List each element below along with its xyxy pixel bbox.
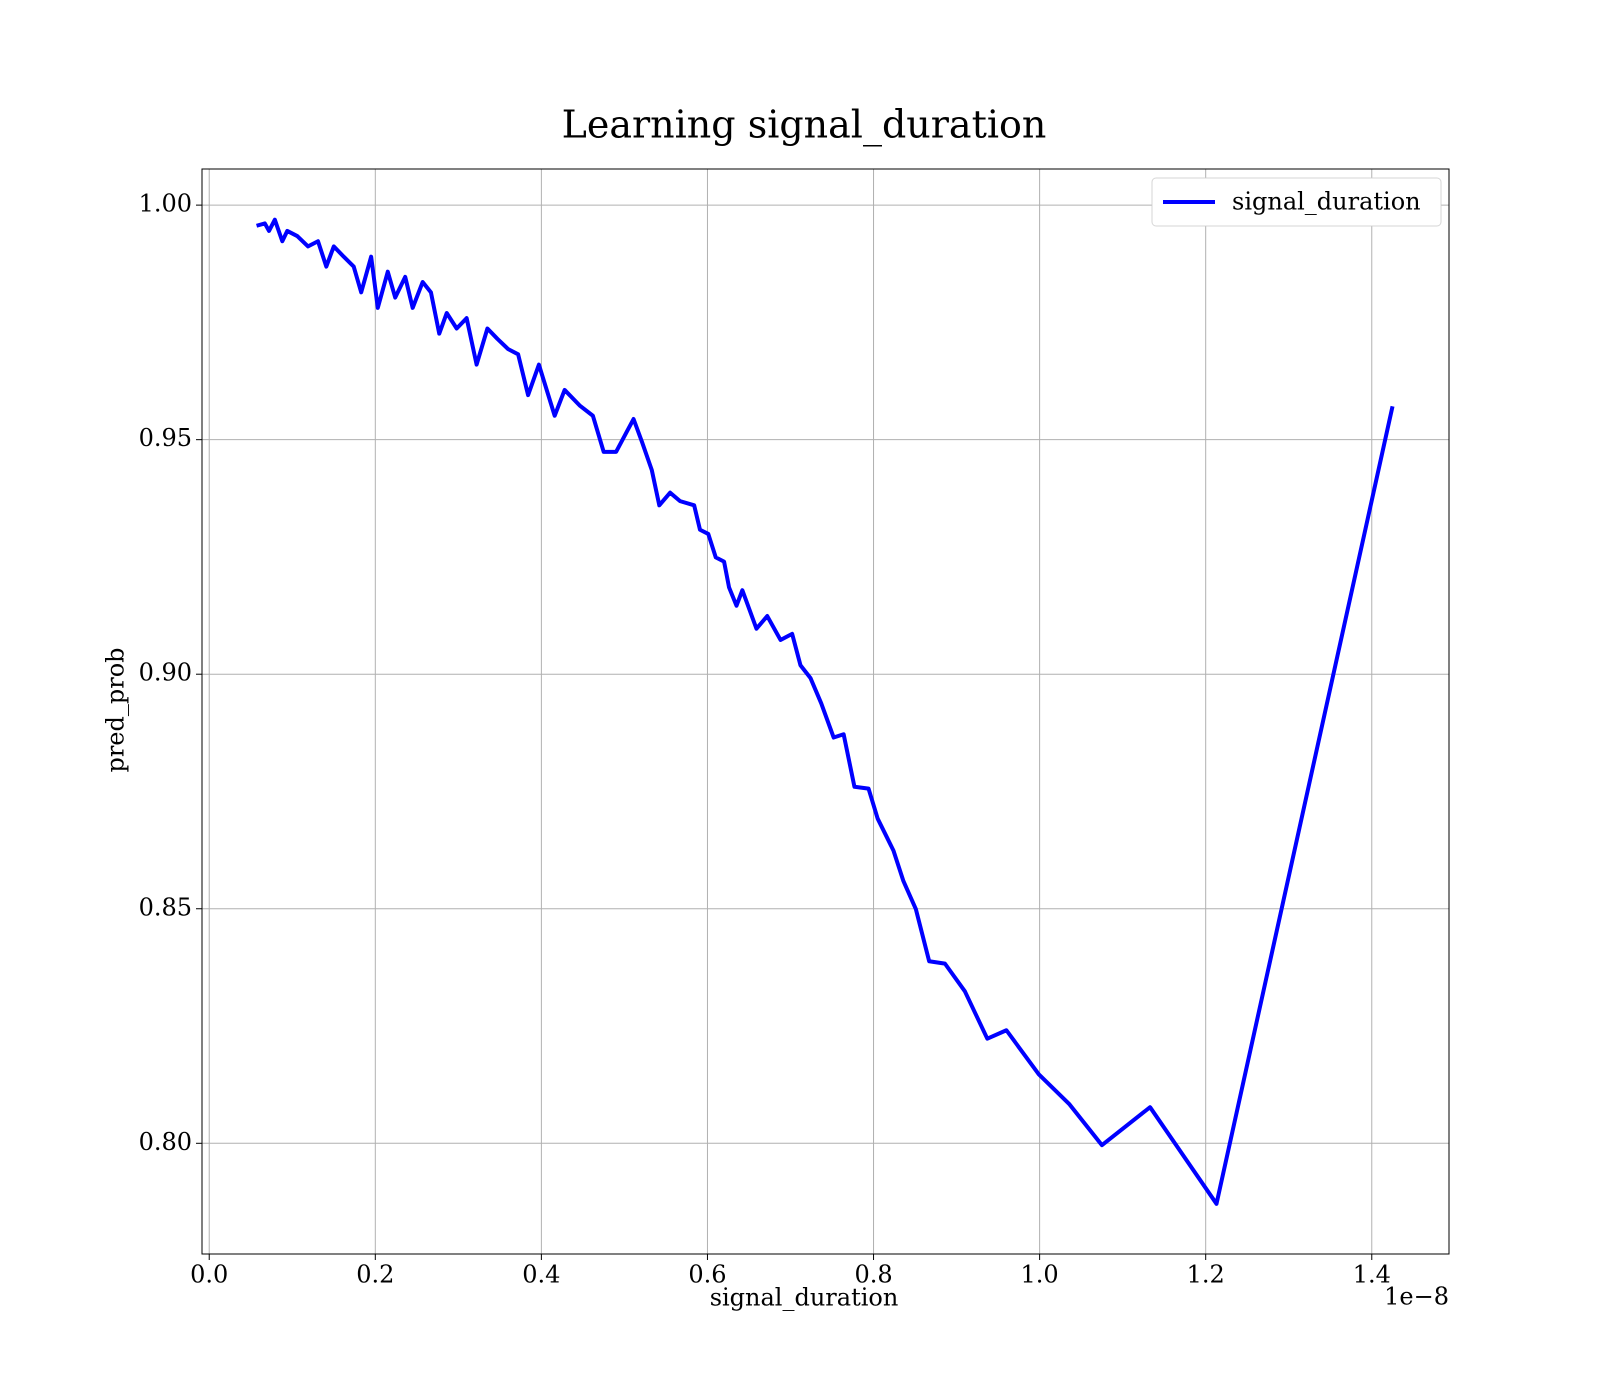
x-tick-label: 1.2 <box>1187 1261 1225 1289</box>
x-offset-label: 1e−8 <box>1384 1283 1449 1311</box>
x-tick-label: 0.4 <box>522 1261 560 1289</box>
y-tick-label: 0.90 <box>139 659 192 687</box>
y-tick-label: 1.00 <box>139 190 192 218</box>
y-tick-label: 0.95 <box>139 424 192 452</box>
x-tick-label: 0.0 <box>190 1261 228 1289</box>
x-tick-label: 1.0 <box>1021 1261 1059 1289</box>
y-axis-label: pred_prob <box>102 647 130 772</box>
data-line <box>256 217 1395 1206</box>
x-tick-label: 0.6 <box>688 1261 726 1289</box>
x-tick-label: 0.8 <box>854 1261 892 1289</box>
plot-frame <box>201 168 1450 1255</box>
x-axis-label: signal_duration <box>710 1284 899 1312</box>
chart-title: Learning signal_duration <box>562 103 1047 148</box>
legend-box <box>1151 177 1442 227</box>
y-tick-label: 0.80 <box>139 1128 192 1156</box>
x-tick-label: 1.4 <box>1353 1261 1391 1289</box>
x-tick-label: 0.2 <box>356 1261 394 1289</box>
legend-label: signal_duration <box>1232 188 1421 216</box>
y-tick-label: 0.85 <box>139 893 192 921</box>
